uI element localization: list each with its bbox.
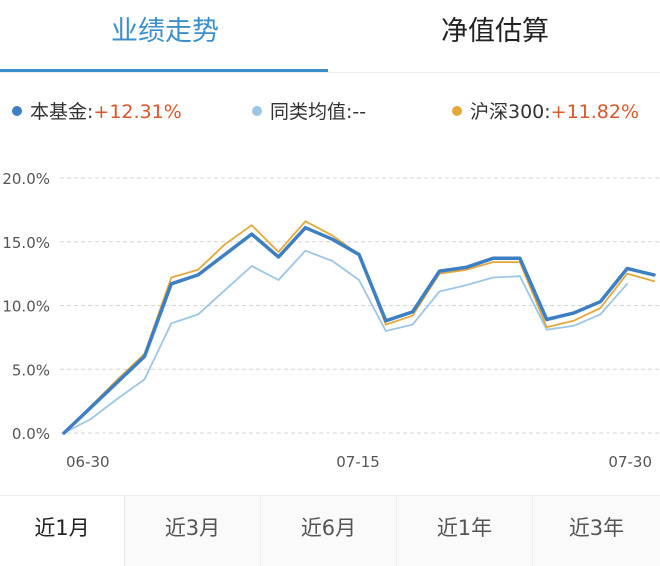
y-axis-labels: 0.0% 5.0% 10.0% 15.0% 20.0%: [2, 170, 50, 443]
legend-peer-dot: [252, 105, 262, 116]
x-tick-label: 07-15: [336, 453, 380, 471]
period-6m[interactable]: 近6月: [260, 496, 396, 566]
y-tick-label: 10.0%: [2, 298, 50, 316]
tab-performance[interactable]: 业绩走势: [111, 16, 219, 47]
legend-peer: 同类均值:--: [252, 96, 366, 128]
legend-index-value: +11.82%: [550, 101, 640, 123]
legend-fund-label: 本基金:: [30, 101, 94, 123]
x-axis-labels: 06-30 07-15 07-30: [66, 453, 652, 471]
period-1m[interactable]: 近1月: [0, 496, 124, 566]
chart-grid: [60, 177, 660, 434]
legend-peer-label: 同类均值:: [270, 101, 353, 123]
chart-legend: 本基金:+12.31% 同类均值:-- 沪深300:+11.82%: [0, 96, 660, 128]
active-tab-indicator: [0, 69, 328, 73]
legend-fund-value: +12.31%: [93, 101, 182, 123]
legend-peer-value: --: [352, 101, 367, 123]
x-tick-label: 07-30: [608, 453, 652, 471]
series-line-0: [62, 225, 656, 435]
y-tick-label: 0.0%: [12, 425, 50, 443]
period-selector: 近1月 近3月 近6月 近1年 近3年: [0, 495, 660, 566]
series-line-1: [63, 249, 629, 434]
legend-index-label: 沪深300:: [470, 101, 551, 123]
legend-fund: 本基金:+12.31%: [12, 96, 182, 128]
performance-chart: 0.0% 5.0% 10.0% 15.0% 20.0% 06-30 07-15 07-30: [2, 170, 660, 471]
x-tick-label: 06-30: [66, 453, 110, 471]
period-3y[interactable]: 近3年: [532, 496, 660, 566]
tab-nav-estimate[interactable]: 净值估算: [441, 16, 549, 47]
period-1y[interactable]: 近1年: [396, 496, 532, 566]
y-tick-label: 20.0%: [2, 170, 50, 188]
legend-fund-dot: [12, 105, 22, 116]
legend-index-dot: [452, 105, 462, 116]
chart-lines: [62, 220, 656, 435]
legend-index: 沪深300:+11.82%: [452, 96, 639, 128]
period-3m[interactable]: 近3月: [124, 496, 260, 566]
tabs-divider: [0, 72, 660, 73]
y-tick-label: 15.0%: [2, 234, 50, 252]
y-tick-label: 5.0%: [12, 361, 50, 379]
top-tabs: 业绩走势 净值估算: [0, 0, 660, 74]
